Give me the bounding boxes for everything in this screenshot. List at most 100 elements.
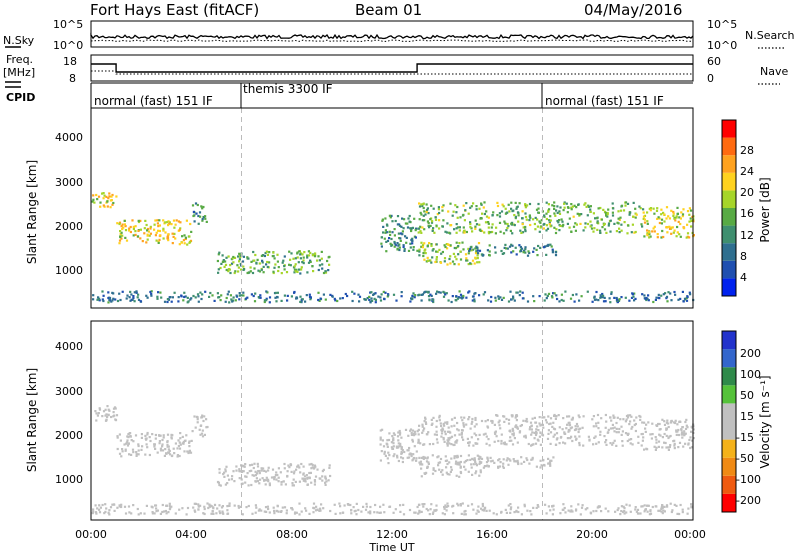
velocity-echo-cell-5 [464,468,467,471]
velocity-echo-cell-8 [539,459,542,462]
velocity-echo-cell-9 [178,508,181,511]
velocity-echo-cell-9 [623,509,626,513]
power-echo-cell-6 [528,202,532,206]
velocity-echo-cell-6 [507,422,511,425]
velocity-echo-cell-7 [687,443,690,446]
power-echo-cell-9 [170,300,173,303]
velocity-echo-cell-9 [379,505,382,508]
velocity-echo-cell-7 [659,434,662,437]
velocity-echo-cell-4 [409,429,412,432]
power-echo-cell-6 [479,217,482,220]
power-echo-cell-9 [664,292,667,295]
power-echo-cell-6 [548,219,551,222]
velocity-echo-cell-4 [379,443,382,446]
velocity-echo-cell-3 [291,484,294,487]
power-echo-cell-3 [216,259,219,263]
velocity-echo-cell-6 [555,432,559,435]
power-echo-cell-9 [665,295,669,298]
velocity-echo-cell-6 [508,429,511,432]
power-echo-cell-3 [277,266,280,269]
velocity-echo-cell-0 [95,412,98,415]
power-echo-cell-6 [470,227,473,230]
power-echo-cell-1 [146,227,149,231]
power-echo-cell-4 [385,250,388,253]
power-echo-cell-3 [283,265,286,268]
velocity-echo-cell-9 [165,504,168,507]
velocity-echo-cell-5 [426,465,429,468]
velocity-echo-cell-3 [248,470,251,473]
velocity-echo-cell-5 [423,456,426,459]
power-echo-cell-6 [554,214,557,217]
power-echo-cell-5 [435,258,438,261]
velocity-echo-cell-6 [604,413,607,417]
velocity-echo-cell-4 [411,440,414,443]
velocity-echo-cell-3 [232,470,235,473]
velocity-echo-cell-9 [197,508,200,511]
power-echo-cell-5 [425,260,428,263]
velocity-echo-cell-6 [622,418,625,421]
velocity-echo-cell-7 [658,433,661,436]
power-echo-cell-9 [131,298,134,301]
power-echo-cell-9 [569,297,573,300]
power-echo-cell-5 [446,247,449,250]
velocity-echo-cell-4 [401,460,404,464]
power-echo-cell-5 [453,246,456,250]
power-echo-cell-9 [519,290,522,293]
velocity-echo-cell-6 [474,416,477,420]
power-echo-cell-6 [492,211,495,214]
velocity-echo-cell-6 [595,442,598,445]
power-echo-cell-3 [268,251,271,254]
velocity-echo-cell-2 [196,421,199,424]
velocity-echo-cell-9 [481,502,484,506]
power-echo-cell-9 [608,297,611,300]
power-echo-cell-4 [402,227,405,230]
power-echo-cell-3 [258,262,261,265]
power-echo-cell-3 [318,259,321,262]
velocity-echo-cell-4 [390,446,393,449]
power-echo-cell-9 [300,301,303,304]
power-echo-cell-6 [592,230,595,233]
velocity-echo-cell-6 [511,433,514,436]
velocity-echo-cell-7 [677,428,680,432]
power-colorbar-step-3 [722,225,736,244]
velocity-echo-cell-9 [98,508,101,511]
velocity-echo-cell-6 [480,419,484,423]
power-echo-cell-9 [421,293,424,296]
velocity-echo-cell-6 [574,435,577,438]
velocity-echo-cell-7 [661,446,664,449]
power-echo-cell-9 [101,298,104,301]
power-echo-cell-2 [192,210,195,213]
power-echo-cell-6 [605,214,608,217]
power-echo-cell-6 [570,203,573,206]
power-echo-cell-6 [421,219,424,222]
velocity-echo-cell-6 [534,442,538,445]
power-panel-frame [90,107,694,309]
velocity-echo-cell-9 [290,507,293,510]
power-colorbar-frame [721,119,737,297]
velocity-echo-cell-6 [478,433,481,436]
power-echo-cell-6 [603,228,607,231]
power-echo-cell-1 [153,228,156,231]
velocity-echo-cell-7 [672,440,675,443]
velocity-echo-cell-5 [456,461,459,464]
velocity-echo-cell-5 [458,461,461,464]
velocity-echo-cell-9 [483,509,486,512]
velocity-echo-cell-3 [286,470,289,473]
velocity-echo-cell-6 [461,436,464,439]
velocity-echo-cell-9 [444,504,447,507]
power-echo-cell-6 [570,230,573,233]
velocity-echo-cell-8 [482,466,485,469]
velocity-echo-cell-9 [678,512,681,516]
velocity-echo-cell-6 [450,443,453,446]
power-echo-cell-6 [596,220,599,223]
velocity-echo-cell-1 [179,437,182,440]
velocity-echo-cell-9 [264,506,268,509]
velocity-echo-cell-6 [453,424,456,427]
power-echo-cell-9 [136,296,139,299]
velocity-echo-cell-7 [674,421,677,425]
power-echo-cell-9 [319,297,322,300]
velocity-echo-cell-6 [609,427,613,430]
velocity-echo-cell-6 [444,421,447,424]
power-echo-cell-7 [652,207,655,210]
power-echo-cell-7 [646,211,649,214]
